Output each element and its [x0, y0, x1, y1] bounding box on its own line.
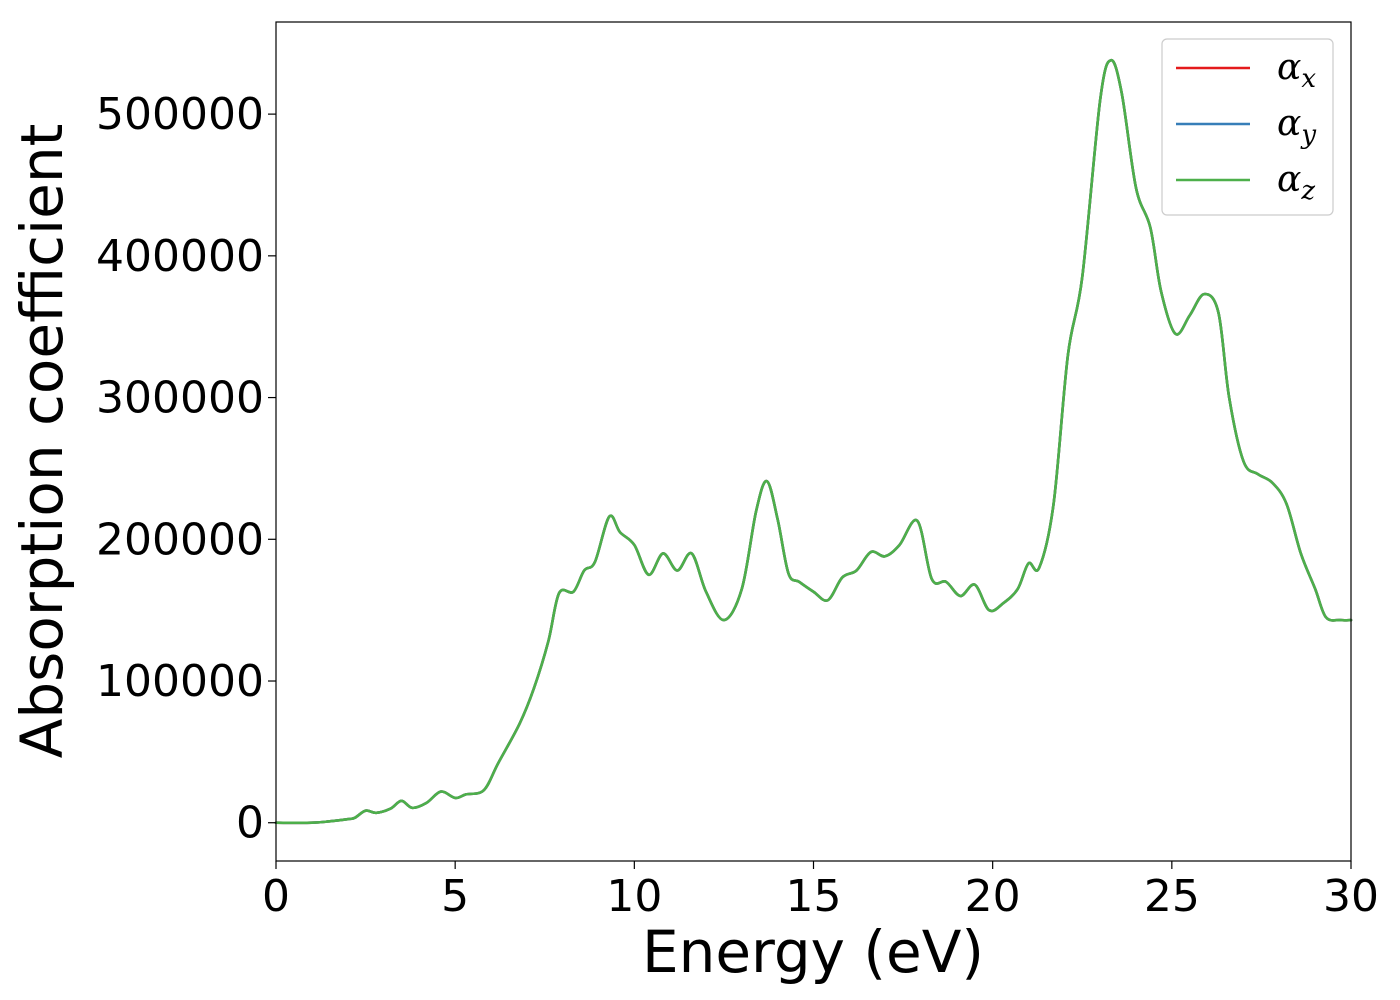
series-line-3 [274, 58, 1353, 825]
y-axis-title: Absorption coefficient [8, 124, 76, 759]
legend: αx αy αz [1161, 38, 1334, 216]
x-axis: 0 5 10 15 20 25 30 [262, 861, 1379, 922]
y-tick-label: 200000 [96, 514, 264, 565]
x-tick-label: 30 [1323, 871, 1379, 922]
x-tick-label: 10 [606, 871, 662, 922]
y-tick-label: 500000 [96, 89, 264, 140]
y-tick-label: 300000 [96, 373, 264, 424]
series-layer [274, 58, 1353, 825]
legend-label-2: αy [1277, 103, 1316, 150]
x-tick-label: 5 [441, 871, 469, 922]
y-axis: 0 100000 200000 300000 400000 500000 [96, 89, 276, 849]
x-tick-label: 20 [965, 871, 1021, 922]
legend-box [1161, 38, 1334, 216]
x-tick-label: 25 [1144, 871, 1200, 922]
y-tick-label: 100000 [96, 656, 264, 707]
x-tick-label: 0 [262, 871, 290, 922]
y-tick-label: 400000 [96, 231, 264, 282]
x-tick-label: 15 [786, 871, 842, 922]
x-axis-title: Energy (eV) [642, 918, 984, 986]
legend-label-3: αz [1277, 159, 1315, 206]
legend-label-1: αx [1277, 47, 1316, 94]
y-tick-label: 0 [236, 798, 264, 849]
